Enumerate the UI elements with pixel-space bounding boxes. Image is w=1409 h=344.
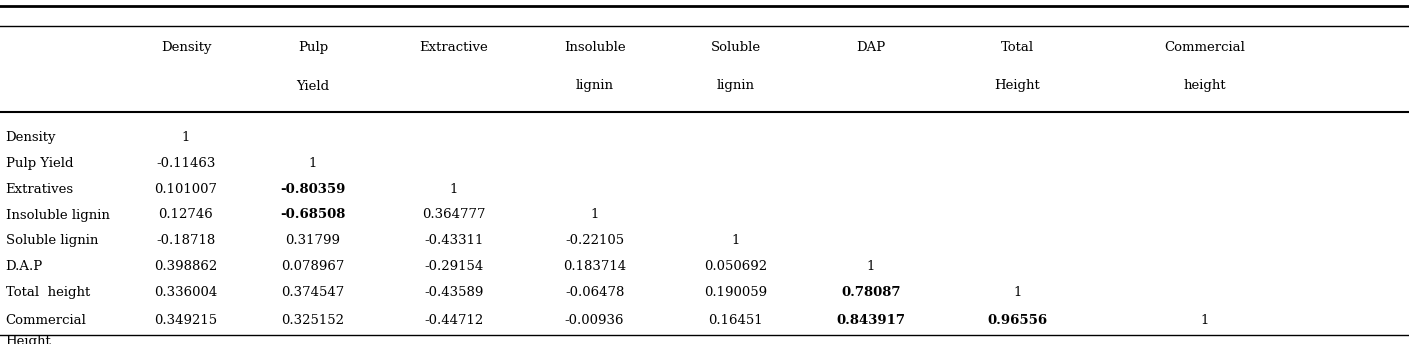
Text: 1: 1 <box>731 234 740 247</box>
Text: 1: 1 <box>182 131 190 144</box>
Text: Insoluble lignin: Insoluble lignin <box>6 208 110 222</box>
Text: -0.29154: -0.29154 <box>424 260 483 273</box>
Text: -0.43589: -0.43589 <box>424 286 483 299</box>
Text: Pulp: Pulp <box>297 41 328 54</box>
Text: Total  height: Total height <box>6 286 90 299</box>
Text: 1: 1 <box>1013 286 1022 299</box>
Text: Commercial: Commercial <box>6 314 86 327</box>
Text: D.A.P: D.A.P <box>6 260 42 273</box>
Text: Commercial: Commercial <box>1164 41 1246 54</box>
Text: 0.183714: 0.183714 <box>564 260 626 273</box>
Text: 1: 1 <box>590 208 599 222</box>
Text: -0.44712: -0.44712 <box>424 314 483 327</box>
Text: 0.101007: 0.101007 <box>155 183 217 196</box>
Text: 0.78087: 0.78087 <box>841 286 900 299</box>
Text: -0.06478: -0.06478 <box>565 286 624 299</box>
Text: Soluble lignin: Soluble lignin <box>6 234 99 247</box>
Text: Extratives: Extratives <box>6 183 73 196</box>
Text: -0.11463: -0.11463 <box>156 157 216 170</box>
Text: 0.349215: 0.349215 <box>155 314 217 327</box>
Text: 0.31799: 0.31799 <box>285 234 341 247</box>
Text: -0.80359: -0.80359 <box>280 183 345 196</box>
Text: -0.18718: -0.18718 <box>156 234 216 247</box>
Text: -0.00936: -0.00936 <box>565 314 624 327</box>
Text: 1: 1 <box>1200 314 1209 327</box>
Text: DAP: DAP <box>857 41 885 54</box>
Text: 0.078967: 0.078967 <box>282 260 344 273</box>
Text: 0.364777: 0.364777 <box>421 208 486 222</box>
Text: 1: 1 <box>867 260 875 273</box>
Text: 0.96556: 0.96556 <box>988 314 1047 327</box>
Text: 0.12746: 0.12746 <box>159 208 213 222</box>
Text: 1: 1 <box>449 183 458 196</box>
Text: lignin: lignin <box>576 79 613 93</box>
Text: 0.325152: 0.325152 <box>282 314 344 327</box>
Text: 0.843917: 0.843917 <box>837 314 905 327</box>
Text: Height: Height <box>995 79 1040 93</box>
Text: Extractive: Extractive <box>420 41 488 54</box>
Text: Density: Density <box>161 41 211 54</box>
Text: 0.336004: 0.336004 <box>155 286 217 299</box>
Text: -0.22105: -0.22105 <box>565 234 624 247</box>
Text: 0.374547: 0.374547 <box>282 286 344 299</box>
Text: 0.398862: 0.398862 <box>155 260 217 273</box>
Text: 1: 1 <box>309 157 317 170</box>
Text: lignin: lignin <box>717 79 754 93</box>
Text: Soluble: Soluble <box>710 41 761 54</box>
Text: Total: Total <box>1000 41 1034 54</box>
Text: height: height <box>1184 79 1226 93</box>
Text: -0.68508: -0.68508 <box>280 208 345 222</box>
Text: Yield: Yield <box>296 79 330 93</box>
Text: Density: Density <box>6 131 56 144</box>
Text: Insoluble: Insoluble <box>564 41 626 54</box>
Text: Height: Height <box>6 335 51 344</box>
Text: Pulp Yield: Pulp Yield <box>6 157 73 170</box>
Text: 0.050692: 0.050692 <box>704 260 766 273</box>
Text: 0.190059: 0.190059 <box>704 286 766 299</box>
Text: -0.43311: -0.43311 <box>424 234 483 247</box>
Text: 0.16451: 0.16451 <box>709 314 762 327</box>
